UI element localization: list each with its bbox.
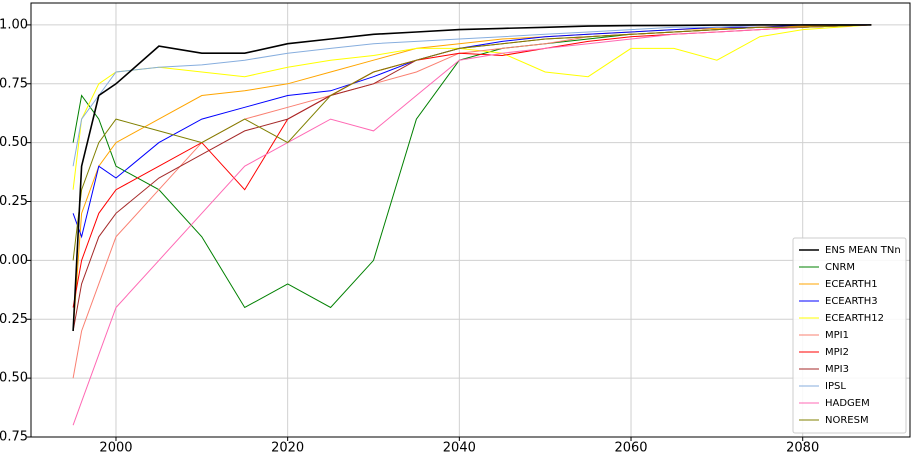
y-tick-label: 1.00 bbox=[0, 17, 28, 32]
legend: ENS MEAN TNn CNRM ECEARTH1 ECEARTH3 ECEARTH1… bbox=[792, 237, 907, 434]
legend-label: CNRM bbox=[825, 262, 855, 273]
legend-label: IPSL bbox=[825, 381, 846, 392]
y-tick-label: −0.25 bbox=[0, 312, 28, 327]
y-tick-label: 0.25 bbox=[0, 194, 28, 209]
x-tick-label: 2000 bbox=[99, 441, 132, 453]
x-tick-label: 2020 bbox=[271, 441, 304, 453]
plot-frame bbox=[30, 2, 911, 438]
x-tick-label: 2080 bbox=[786, 441, 819, 453]
legend-label: ECEARTH3 bbox=[825, 296, 878, 307]
legend-box bbox=[792, 237, 907, 434]
y-tick-label: 0.75 bbox=[0, 76, 28, 91]
legend-label: ECEARTH1 bbox=[825, 279, 878, 290]
legend-label: MPI2 bbox=[825, 347, 849, 358]
series-line bbox=[72, 24, 872, 426]
legend-label: MPI3 bbox=[825, 364, 849, 375]
y-tick-label: −0.50 bbox=[0, 371, 28, 386]
legend-label: NORESM bbox=[825, 415, 869, 426]
series-line bbox=[72, 24, 872, 332]
y-tick-label: 0.00 bbox=[0, 253, 28, 268]
x-tick-label: 2040 bbox=[443, 441, 476, 453]
y-tick-label: 0.50 bbox=[0, 135, 28, 150]
series-line bbox=[72, 24, 872, 309]
x-tick-label: 2060 bbox=[614, 441, 647, 453]
legend-label: ENS MEAN TNn bbox=[825, 245, 901, 256]
series-line bbox=[72, 24, 872, 261]
legend-label: ECEARTH12 bbox=[825, 313, 884, 324]
legend-label: HADGEM bbox=[825, 398, 870, 409]
series-line bbox=[72, 24, 872, 308]
series-line bbox=[72, 24, 872, 190]
legend-label: MPI1 bbox=[825, 330, 849, 341]
y-tick-label: −0.75 bbox=[0, 430, 28, 445]
